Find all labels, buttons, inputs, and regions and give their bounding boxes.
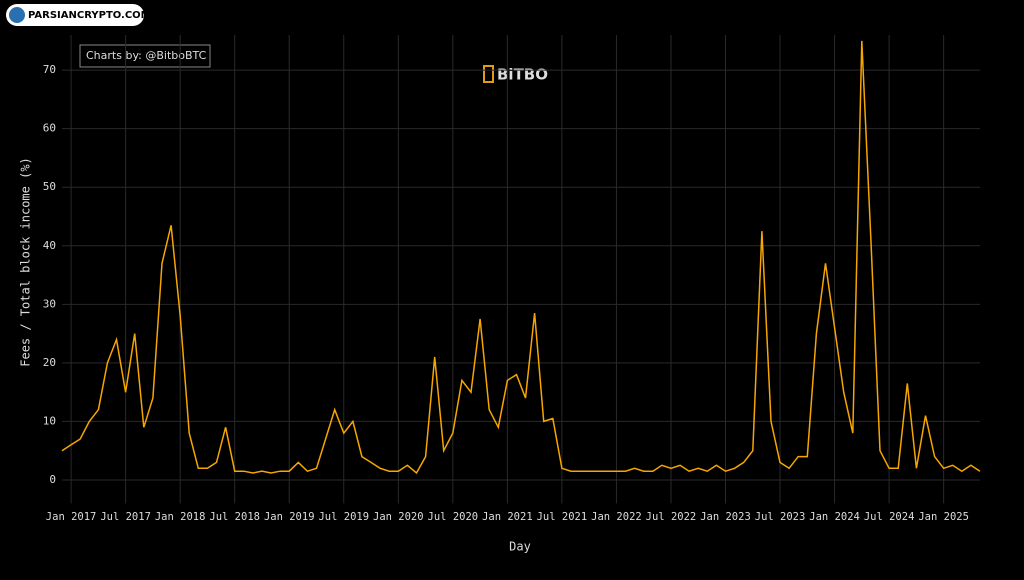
- watermark-badge: [6, 4, 144, 26]
- y-tick-label: 50: [43, 180, 56, 193]
- y-axis-label: Fees / Total block income (%): [19, 157, 33, 367]
- y-tick-label: 40: [43, 239, 56, 252]
- x-tick-label: Jul 2021: [537, 511, 588, 523]
- x-tick-label: Jul 2023: [755, 511, 806, 523]
- credit-box: [79, 44, 211, 68]
- x-tick-label: Jul 2017: [100, 511, 151, 523]
- x-tick-label: Jan 2020: [373, 511, 424, 523]
- x-tick-label: Jan 2025: [918, 511, 969, 523]
- x-tick-label: Jan 2019: [264, 511, 315, 523]
- y-tick-label: 0: [49, 473, 56, 486]
- logo: BiTBO: [497, 66, 548, 84]
- data-line: [61, 40, 981, 475]
- logo-icon: [483, 65, 494, 83]
- x-tick-label: Jul 2022: [646, 511, 697, 523]
- y-tick-label: 70: [43, 63, 56, 76]
- credit: Charts by: @BitboBTC: [86, 49, 207, 62]
- x-tick-label: Jan 2024: [809, 511, 860, 523]
- y-tick-label: 60: [43, 122, 56, 135]
- x-axis-label: Day: [509, 540, 531, 554]
- x-tick-label: Jan 2021: [482, 511, 533, 523]
- watermark-icon: [9, 7, 25, 23]
- y-tick-label: 20: [43, 356, 56, 369]
- x-tick-label: Jan 2017: [46, 511, 97, 523]
- x-tick-label: Jul 2019: [318, 511, 369, 523]
- y-tick-label: 10: [43, 414, 56, 427]
- x-tick-label: Jul 2020: [428, 511, 479, 523]
- x-tick-label: Jan 2022: [591, 511, 642, 523]
- y-tick-label: 30: [43, 297, 56, 310]
- x-tick-label: Jul 2024: [864, 511, 915, 523]
- x-tick-label: Jul 2018: [209, 511, 260, 523]
- watermark: PARSIANCRYPTO.COM: [28, 10, 151, 21]
- x-tick-label: Jan 2018: [155, 511, 206, 523]
- x-tick-label: Jan 2023: [700, 511, 751, 523]
